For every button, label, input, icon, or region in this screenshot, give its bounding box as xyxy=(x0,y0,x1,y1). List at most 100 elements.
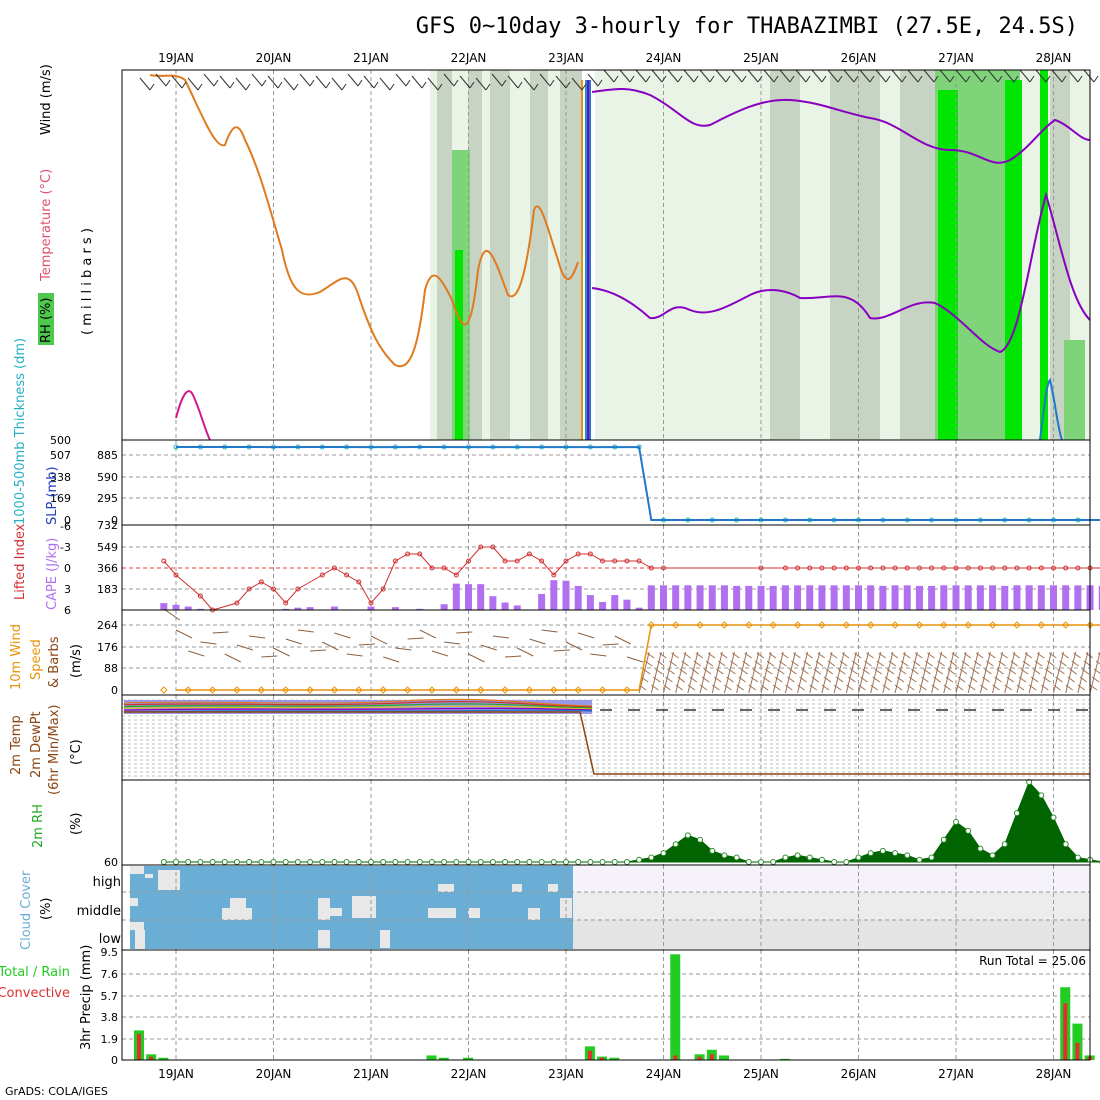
wind-barb xyxy=(517,647,534,657)
wind-barb-flag xyxy=(965,75,971,83)
cape-bar xyxy=(696,585,704,610)
precip-ylabel-conv: Convective xyxy=(0,986,70,1001)
lifted-index-point xyxy=(612,558,618,564)
bottom-date-label: 23JAN xyxy=(548,1067,584,1081)
dewpoint-line xyxy=(175,390,211,441)
rh2m-point xyxy=(977,845,984,852)
temp2m-grid xyxy=(122,695,1090,780)
wind-barb-feather xyxy=(927,652,935,659)
wind-barb-feather xyxy=(651,684,659,691)
wind-barb-flag xyxy=(901,75,907,83)
wind-barb-feather xyxy=(1097,652,1100,655)
cape-bar xyxy=(586,595,594,610)
upper-wind-barbs xyxy=(139,69,1099,91)
wind-barb xyxy=(480,644,497,651)
wind-barb-flag xyxy=(533,83,539,91)
wind-barb xyxy=(811,69,823,83)
wind-barb-feather xyxy=(833,684,842,691)
wind-barb xyxy=(331,77,343,91)
wind-barb-feather xyxy=(811,676,820,683)
top-date-label: 22JAN xyxy=(451,51,487,65)
li-tick: -6 xyxy=(60,520,71,533)
lifted-index-point xyxy=(173,572,179,578)
wind-barb xyxy=(541,629,558,633)
cape-bar xyxy=(196,608,204,610)
rh2m-point xyxy=(928,854,935,861)
lifted-index-point xyxy=(624,558,630,564)
wind-barb-feather xyxy=(776,668,785,675)
wind-barb-feather xyxy=(766,660,775,667)
wind-barb xyxy=(203,73,215,87)
wind-barb-flag xyxy=(645,75,651,83)
rh2m-point xyxy=(173,859,179,865)
cape-bar xyxy=(745,585,753,610)
wind-barb-feather xyxy=(864,660,872,667)
credit: GrADS: COLA/IGES xyxy=(5,1085,108,1098)
wind-barb-flag xyxy=(405,79,411,87)
wind-barb-feather xyxy=(854,652,862,659)
top-panel-grid xyxy=(175,70,1054,440)
top-date-label: 23JAN xyxy=(548,51,584,65)
lifted-index-point xyxy=(661,565,666,571)
wind-barb-feather xyxy=(695,652,704,659)
lifted-index-point xyxy=(392,558,398,564)
wind-barb xyxy=(395,647,412,651)
wind-barb-feather xyxy=(1018,676,1027,683)
temp2m-ylabel-b: 2m DewPt xyxy=(29,711,44,778)
rh2m-point xyxy=(404,859,411,865)
wind-barb-feather xyxy=(705,660,714,667)
wind-barb-feather xyxy=(703,668,712,675)
cloud-gap-cell xyxy=(512,884,522,892)
cape-bar xyxy=(915,585,923,610)
wind-barb-feather xyxy=(797,684,805,691)
wind-barb-feather xyxy=(1059,660,1067,667)
wind-barb-feather xyxy=(1079,676,1088,683)
wind-barb-feather xyxy=(789,668,797,675)
rh-band xyxy=(1040,70,1048,440)
cape-bar xyxy=(818,585,826,610)
rh2m-point xyxy=(806,854,813,861)
rh-band xyxy=(490,70,510,440)
wind-barb-flag xyxy=(869,75,875,83)
precip-tick: 5.7 xyxy=(101,990,119,1003)
wind-barb-feather xyxy=(803,660,811,667)
cloud-gap-cell xyxy=(130,866,144,874)
wind-barb-feather xyxy=(947,668,956,675)
rh-band xyxy=(455,250,463,440)
wind-barb-feather xyxy=(646,652,655,659)
lifted-index-point xyxy=(466,558,471,564)
rh2m-point xyxy=(526,859,533,865)
wind-barb-feather xyxy=(665,676,673,683)
wind-barb xyxy=(212,631,229,634)
wind-barb-feather xyxy=(1045,668,1053,675)
rh2m-ylabel: 2m RH xyxy=(31,804,46,848)
wind-speed-marker xyxy=(184,686,192,694)
lifted-index-point xyxy=(161,558,167,564)
cloud-gap-cell xyxy=(230,898,246,908)
wind-barb-flag xyxy=(277,81,283,89)
precip-total-bar xyxy=(779,1058,790,1060)
wind-barb-feather xyxy=(1085,652,1094,659)
precip-total-bar xyxy=(158,1057,169,1060)
lifted-index-point xyxy=(258,579,264,585)
wind-speed-marker xyxy=(988,621,997,629)
wind-barb xyxy=(763,69,775,83)
cape-bar xyxy=(306,607,314,610)
rh-band xyxy=(830,70,880,440)
wind-barb xyxy=(971,69,983,83)
wind-barb xyxy=(587,73,599,87)
wind-speed-marker xyxy=(1061,621,1070,629)
lifted-index-point xyxy=(283,600,289,606)
chart-title: GFS 0~10day 3-hourly for THABAZIMBI (27.… xyxy=(416,14,1078,39)
wind-barb-flag xyxy=(261,79,267,87)
rh2m-point xyxy=(282,859,289,865)
wind-barb-feather xyxy=(805,652,813,659)
rh2m-point xyxy=(380,859,387,865)
wind-barb-feather xyxy=(943,684,952,691)
rh2m-point xyxy=(453,859,460,865)
wind-barb xyxy=(715,69,727,83)
lifted-index-point xyxy=(892,565,898,571)
lifted-index-point xyxy=(880,565,886,571)
precip-conv-bar xyxy=(1075,1042,1080,1060)
